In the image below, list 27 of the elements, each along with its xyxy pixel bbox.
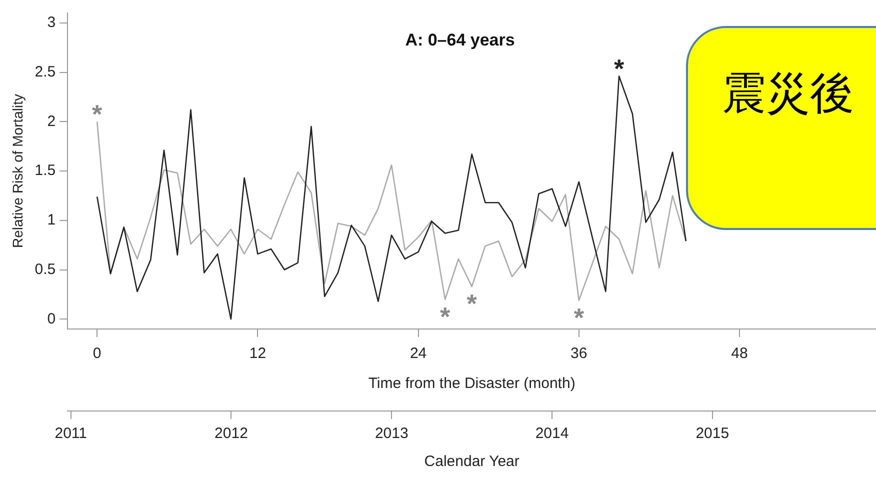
y-tick-label: 1 xyxy=(47,212,56,229)
callout-box: 震災後 xyxy=(686,26,876,230)
y-tick-label: 0 xyxy=(47,310,56,328)
y-tick-label: 2 xyxy=(47,112,56,130)
annotation: * xyxy=(440,302,451,332)
x-tick-label: 12 xyxy=(249,345,266,362)
x2-tick-label: 2014 xyxy=(535,425,569,442)
text: A: 0–64 years xyxy=(405,30,515,50)
x-axis-title: Time from the Disaster (month) xyxy=(368,375,576,392)
x2-tick-label: 2013 xyxy=(374,425,408,442)
x2-tick-label: 2015 xyxy=(696,425,730,442)
y-axis-title: Relative Risk of Mortality xyxy=(9,94,26,248)
annotation: * xyxy=(92,98,104,129)
x-tick-label: 48 xyxy=(731,345,748,362)
annotation: * xyxy=(466,288,478,319)
y-tick-label: 3 xyxy=(47,14,56,32)
x2-tick-label: 2012 xyxy=(214,425,248,442)
x2-axis-title: Calendar Year xyxy=(424,453,520,470)
y-tick-label: 0.5 xyxy=(34,260,56,278)
annotation: * xyxy=(574,302,585,333)
annotation: * xyxy=(614,53,625,84)
y-tick-label: 1.5 xyxy=(34,162,56,180)
x-tick-label: 0 xyxy=(92,345,102,362)
x2-tick-label: 2011 xyxy=(54,425,87,442)
y-tick-label: 2.5 xyxy=(34,63,56,80)
x-tick-label: 36 xyxy=(570,345,588,362)
x-tick-label: 24 xyxy=(410,345,427,362)
